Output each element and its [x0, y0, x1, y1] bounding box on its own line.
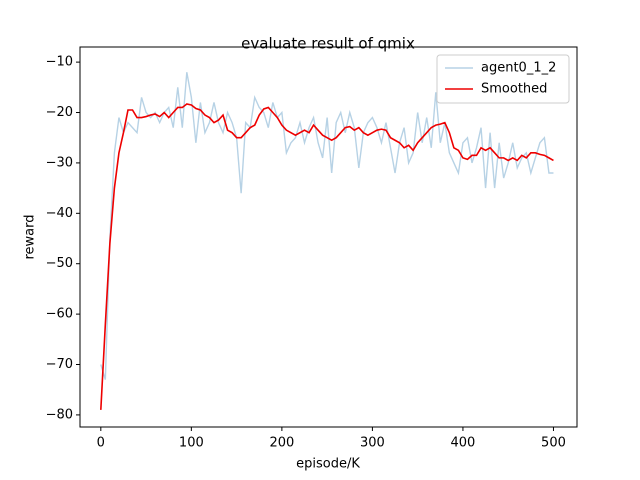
legend-label: agent0_1_2 — [481, 61, 556, 76]
chart-title: evaluate result of qmix — [241, 35, 415, 53]
x-axis-label: episode/K — [296, 457, 360, 472]
plot-frame — [79, 46, 578, 428]
y-tick-label: −70 — [46, 357, 73, 372]
y-tick-label: −60 — [46, 307, 73, 322]
y-tick-label: −40 — [46, 206, 73, 221]
x-tick-label: 500 — [541, 436, 566, 451]
x-tick-label: 400 — [451, 436, 476, 451]
y-tick-label: −80 — [46, 407, 73, 422]
x-tick-label: 100 — [179, 436, 204, 451]
line-series — [100, 103, 554, 410]
x-tick-label: 200 — [269, 436, 294, 451]
line-series — [100, 72, 554, 380]
x-tick-label: 300 — [360, 436, 385, 451]
legend-label: Smoothed — [481, 82, 547, 97]
y-axis-label: reward — [23, 214, 38, 259]
y-tick-label: −50 — [46, 256, 73, 271]
y-tick-label: −30 — [46, 155, 73, 170]
x-tick-label: 0 — [97, 436, 105, 451]
y-tick-label: −20 — [46, 105, 73, 120]
legend-box — [436, 54, 570, 104]
y-tick-label: −10 — [46, 55, 73, 70]
